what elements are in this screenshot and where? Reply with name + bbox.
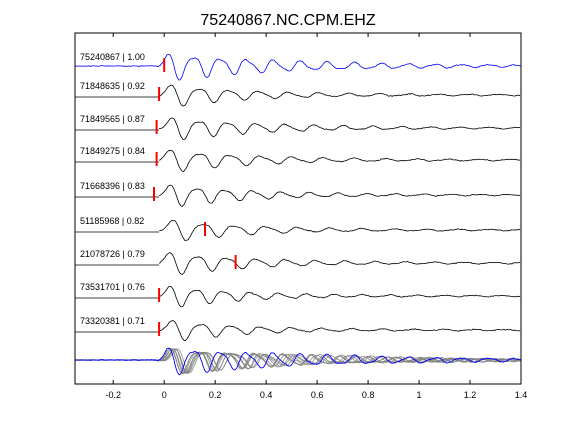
trace-label-6: 51185968 | 0.82 [80,216,144,226]
trace-label-9: 73320381 | 0.71 [80,316,145,326]
trace-label-bg-3 [79,114,146,124]
x-tick-label: 0 [162,390,167,400]
trace-2 [159,84,521,107]
x-tick-label: 0.6 [311,390,324,400]
x-tick-label: 1.2 [464,390,477,400]
trace-label-bg-7 [79,249,146,259]
trace-label-3: 71849565 | 0.87 [80,114,145,124]
stack-trace-1 [74,348,522,374]
trace-label-1: 75240867 | 1.00 [80,52,145,62]
picks-layer [153,58,237,336]
trace-label-bg-9 [79,316,146,326]
reference-trace [74,53,522,81]
trace-label-bg-2 [79,81,146,91]
trace-5 [159,184,521,207]
trace-label-bg-4 [79,146,146,156]
stack-reference-trace [74,347,522,376]
trace-label-bg-8 [79,282,146,292]
trace-7 [158,252,521,275]
x-tick-label: 0.2 [209,390,222,400]
trace-label-bg-1 [79,52,146,62]
traces-layer [74,53,522,376]
trace-6 [159,220,521,242]
trace-label-5: 71668396 | 0.83 [80,181,145,191]
trace-label-2: 71848635 | 0.92 [80,81,145,91]
trace-labels-layer: 75240867 | 1.00 71848635 | 0.92 71849565 |… [79,52,146,326]
trace-8 [158,286,521,308]
x-tick-label: 0.4 [260,390,273,400]
chart-title: 75240867.NC.CPM.EHZ [200,12,375,29]
x-tick-label: -0.2 [105,390,121,400]
trace-label-7: 21078726 | 0.79 [80,249,145,259]
x-axis-ticks: -0.2 0 0.2 0.4 0.6 0.8 1 1.2 1.4 [105,33,527,400]
trace-label-4: 71849275 | 0.84 [80,146,145,156]
trace-3 [159,117,521,140]
x-tick-label: 1.4 [515,390,528,400]
plot-area-frame [74,32,522,385]
trace-label-bg-5 [79,181,146,191]
trace-9 [159,320,521,342]
trace-4 [159,149,521,173]
trace-label-bg-6 [79,216,146,226]
trace-label-8: 73531701 | 0.76 [80,282,145,292]
x-tick-label: 1 [417,390,422,400]
x-tick-label: 0.8 [362,390,375,400]
